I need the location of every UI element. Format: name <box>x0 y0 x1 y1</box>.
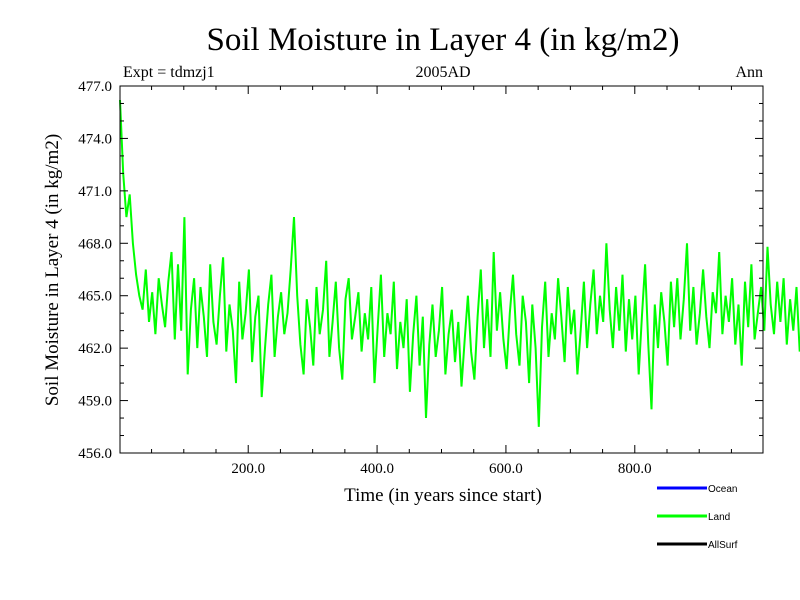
legend: Ocean Land AllSurf <box>657 484 738 551</box>
chart-subtitle-right: Ann <box>735 64 763 81</box>
x-axis-label: Time (in years since start) <box>344 485 542 506</box>
plot-frame <box>119 85 764 454</box>
chart-subtitle-left: Expt = tdmzj1 <box>123 64 215 81</box>
plot-area <box>119 99 800 427</box>
legend-label-land: Land <box>708 512 730 523</box>
y-tick-label: 468.0 <box>78 236 112 252</box>
y-tick-label: 474.0 <box>78 131 112 147</box>
y-tick-label: 471.0 <box>78 184 112 200</box>
chart-title: Soil Moisture in Layer 4 (in kg/m2) <box>207 22 680 58</box>
x-tick-label: 600.0 <box>489 461 523 477</box>
legend-label-allsurf: AllSurf <box>708 540 738 551</box>
y-tick-label: 462.0 <box>78 341 112 357</box>
x-axis: 200.0 400.0 600.0 800.0 <box>151 86 732 477</box>
series-line-land <box>119 99 800 427</box>
y-axis-label: Soil Moisture in Layer 4 (in kg/m2) <box>42 134 63 406</box>
y-axis: 456.0 459.0 462.0 465.0 468.0 471.0 474.0 477.0 <box>78 79 763 462</box>
x-tick-label: 400.0 <box>360 461 394 477</box>
y-tick-label: 465.0 <box>78 289 112 305</box>
y-tick-label: 477.0 <box>78 79 112 95</box>
y-tick-label: 459.0 <box>78 394 112 410</box>
y-tick-label: 456.0 <box>78 446 112 462</box>
x-tick-label: 800.0 <box>618 461 652 477</box>
x-tick-label: 200.0 <box>231 461 265 477</box>
chart-subtitle-center: 2005AD <box>415 64 470 81</box>
legend-label-ocean: Ocean <box>708 484 737 495</box>
